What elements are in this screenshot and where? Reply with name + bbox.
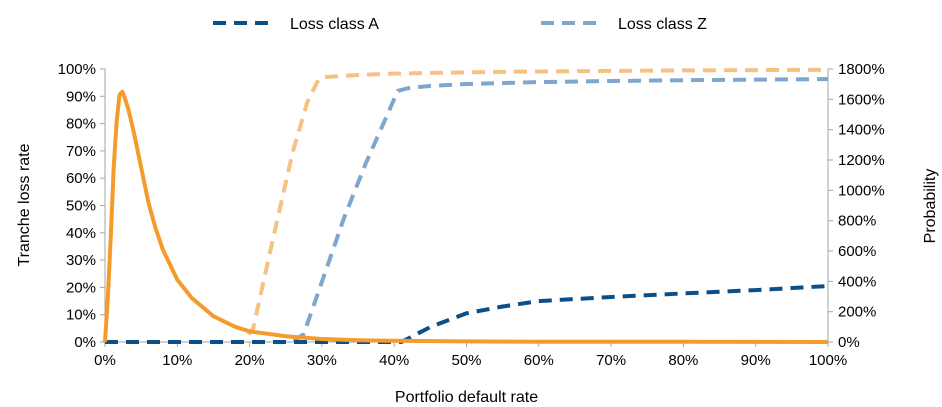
x-tick-label: 20% bbox=[235, 352, 265, 369]
y-tick-label: 20% bbox=[66, 279, 96, 296]
y2-tick-label: 800% bbox=[838, 213, 876, 230]
series-layer bbox=[103, 67, 829, 344]
legend-label-loss-class-z: Loss class Z bbox=[618, 16, 707, 33]
x-tick-label: 10% bbox=[162, 352, 192, 369]
y2-tick-label: 200% bbox=[838, 304, 876, 321]
y-tick-label: 0% bbox=[74, 334, 96, 351]
y-tick-label: 60% bbox=[66, 170, 96, 187]
x-tick-label: 60% bbox=[524, 352, 554, 369]
y-tick-label: 80% bbox=[66, 116, 96, 133]
legend: Loss class A Loss class Z bbox=[213, 16, 707, 33]
x-tick-label: 30% bbox=[307, 352, 337, 369]
legend-label-loss-class-a: Loss class A bbox=[290, 16, 379, 33]
y2-tick-label: 1800% bbox=[838, 61, 885, 78]
y-tick-label: 90% bbox=[66, 88, 96, 105]
series-loss-class-z bbox=[105, 77, 829, 344]
y2-tick-label: 600% bbox=[838, 243, 876, 260]
y2-tick-label: 0% bbox=[838, 334, 860, 351]
y-tick-label: 70% bbox=[66, 143, 96, 160]
y2-tick-label: 1600% bbox=[838, 91, 885, 108]
y-tick-label: 40% bbox=[66, 225, 96, 242]
y2-tick-label: 400% bbox=[838, 273, 876, 290]
x-tick-label: 0% bbox=[94, 352, 116, 369]
series-2-line bbox=[105, 67, 829, 344]
y2-axis-title: Probability bbox=[922, 169, 939, 244]
y2-tick-label: 1400% bbox=[838, 122, 885, 139]
series-3-line bbox=[103, 89, 829, 344]
axes: 0% 10% 20% 30% 40% 50% 60% 70% 80% 90% 100%0%10%20… bbox=[58, 61, 885, 369]
y-tick-label: 50% bbox=[66, 198, 96, 215]
x-axis-title: Portfolio default rate bbox=[395, 389, 538, 406]
x-tick-label: 50% bbox=[451, 352, 481, 369]
x-tick-label: 70% bbox=[596, 352, 626, 369]
x-tick-label: 90% bbox=[741, 352, 771, 369]
y-axis-title: Tranche loss rate bbox=[16, 143, 33, 266]
y2-tick-label: 1200% bbox=[838, 152, 885, 169]
y-tick-label: 10% bbox=[66, 307, 96, 324]
x-tick-label: 100% bbox=[809, 352, 847, 369]
x-tick-label: 80% bbox=[668, 352, 698, 369]
y-tick-label: 30% bbox=[66, 252, 96, 269]
series-loss-class-a bbox=[105, 284, 829, 344]
y-tick-label: 100% bbox=[58, 61, 96, 78]
x-tick-label: 40% bbox=[379, 352, 409, 369]
y2-tick-label: 1000% bbox=[838, 182, 885, 199]
